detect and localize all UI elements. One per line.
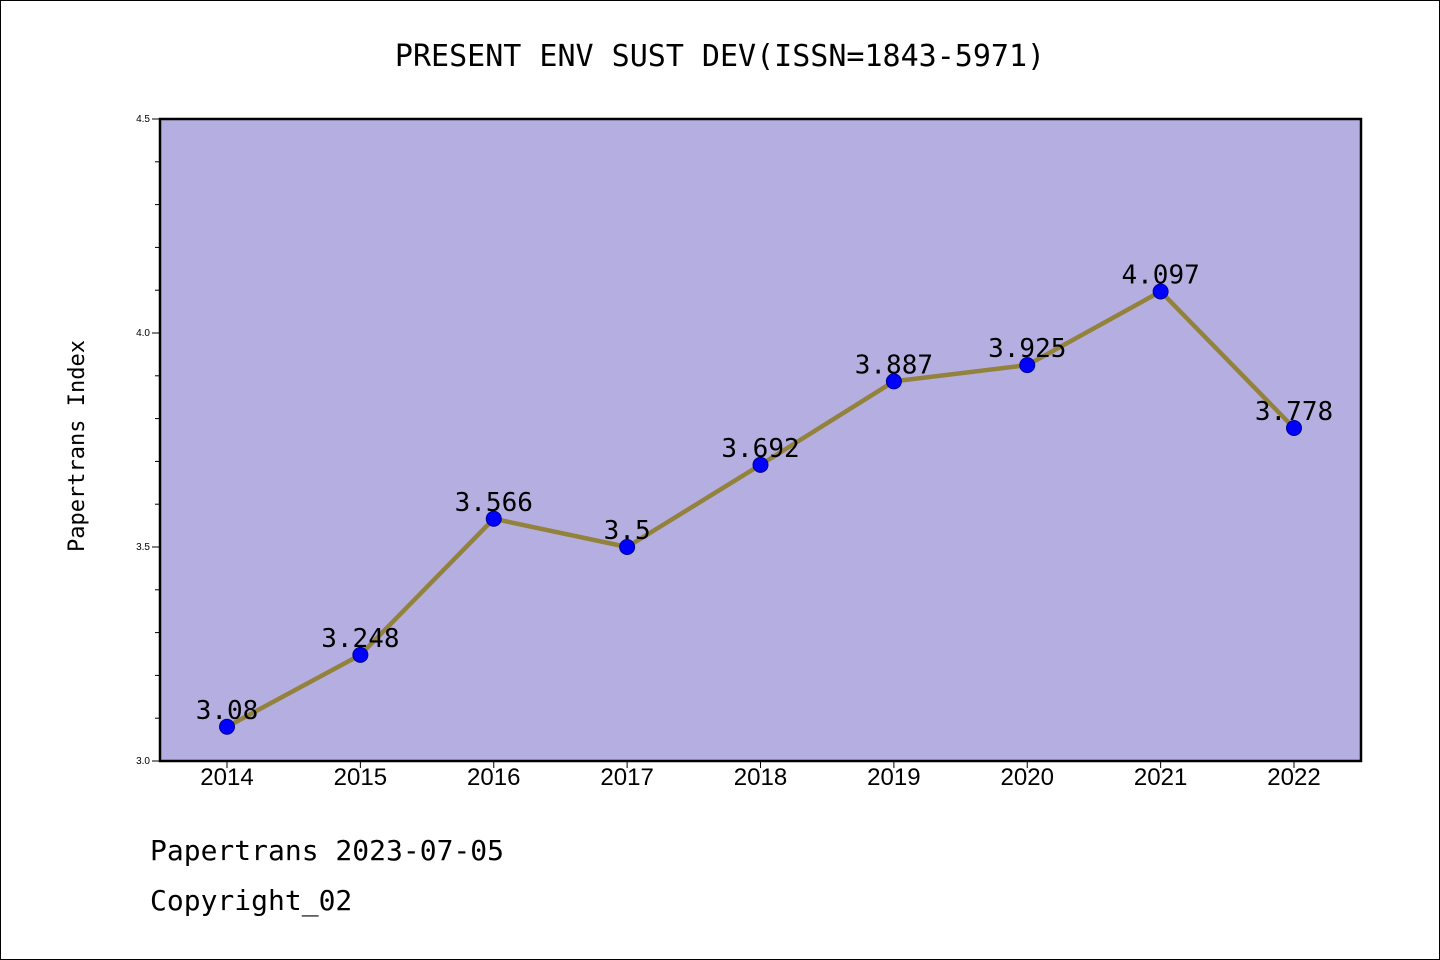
y-tick-label: 3.0 <box>136 756 150 767</box>
data-label: 3.248 <box>321 624 399 654</box>
data-point-marker <box>619 539 636 555</box>
data-label: 3.566 <box>455 488 533 518</box>
data-point-marker <box>1286 420 1302 437</box>
x-tick-label: 2020 <box>1001 764 1054 791</box>
chart-title: PRESENT ENV SUST DEV(ISSN=1843-5971) <box>395 39 1045 74</box>
data-point-marker <box>885 373 902 390</box>
x-axis: 2014 2015 2016 2017 2018 2019 2020 2021 2022 <box>200 761 1321 791</box>
data-point-marker <box>752 456 769 473</box>
y-axis: 3.0 3.5 4.0 4.5 <box>136 114 160 767</box>
y-axis-label: Papertrans Index <box>65 340 90 552</box>
data-point-marker <box>1019 357 1036 374</box>
y-tick-label: 3.5 <box>136 542 150 553</box>
data-label: 4.097 <box>1121 260 1199 290</box>
data-label: 3.925 <box>988 334 1066 364</box>
data-label: 3.692 <box>721 434 799 464</box>
x-tick-label: 2014 <box>200 764 253 791</box>
x-tick-label: 2017 <box>600 764 653 791</box>
data-label: 3.887 <box>855 350 933 380</box>
y-tick-label: 4.0 <box>136 328 150 339</box>
footer-copyright: Copyright_02 <box>150 884 353 917</box>
x-tick-label: 2015 <box>334 764 387 791</box>
x-tick-label: 2016 <box>467 764 520 791</box>
x-tick-label: 2019 <box>867 764 920 791</box>
data-label-group: 3.08 3.248 3.566 3.5 3.692 3.887 3.925 4.097 3.7… <box>196 260 1333 725</box>
data-label: 3.08 <box>196 696 259 726</box>
x-tick-label: 2018 <box>734 764 787 791</box>
marker-group <box>219 283 1302 735</box>
footer-date-line: Papertrans 2023-07-05 <box>150 834 505 867</box>
data-point-marker <box>1152 283 1169 300</box>
x-tick-label: 2022 <box>1267 764 1320 791</box>
data-point-marker <box>352 646 369 663</box>
data-label: 3.778 <box>1255 397 1333 427</box>
y-tick-label: 4.5 <box>136 114 150 125</box>
x-tick-label: 2021 <box>1134 764 1187 791</box>
data-point-marker <box>219 718 235 735</box>
data-point-marker <box>485 510 502 527</box>
data-label: 3.5 <box>604 516 651 546</box>
